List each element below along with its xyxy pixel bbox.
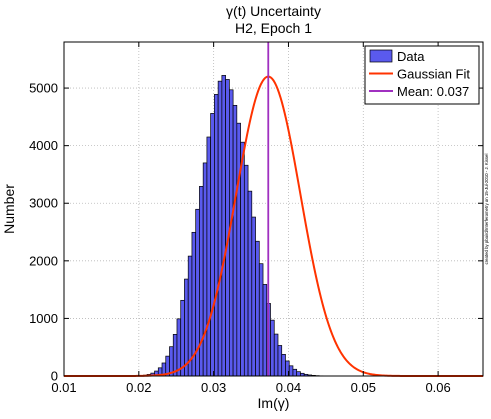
histogram-bar xyxy=(252,217,256,376)
histogram-bar xyxy=(226,79,230,376)
histogram-bar xyxy=(237,123,241,376)
histogram-bar xyxy=(289,366,293,376)
y-axis-label: Number xyxy=(1,184,17,234)
x-tick-label: 0.02 xyxy=(126,380,151,395)
histogram-bar xyxy=(218,81,222,376)
histogram-bar xyxy=(173,334,177,376)
x-tick-label: 0.03 xyxy=(201,380,226,395)
legend-label: Mean: 0.037 xyxy=(397,84,469,99)
y-tick-label: 0 xyxy=(51,369,58,384)
histogram-bar xyxy=(248,191,252,376)
histogram-bar xyxy=(297,372,301,376)
histogram-bar xyxy=(214,94,218,376)
y-tick-label: 2000 xyxy=(29,253,58,268)
histogram-bar xyxy=(259,264,263,376)
histogram-bar xyxy=(233,105,237,376)
histogram-bar xyxy=(241,142,245,376)
histogram-bar xyxy=(244,165,248,376)
y-tick-label: 4000 xyxy=(29,138,58,153)
histogram-bar xyxy=(181,300,185,376)
y-tick-label: 3000 xyxy=(29,196,58,211)
chart-title: γ(t) Uncertainty xyxy=(226,3,321,19)
legend-label: Data xyxy=(397,49,425,64)
y-tick-label: 5000 xyxy=(29,81,58,96)
x-tick-label: 0.04 xyxy=(276,380,301,395)
legend-swatch-data xyxy=(370,50,392,62)
legend: Data Gaussian Fit Mean: 0.037 xyxy=(365,46,479,104)
histogram-bar xyxy=(177,319,181,376)
histogram-bar xyxy=(207,137,211,376)
legend-label: Gaussian Fit xyxy=(397,67,470,82)
x-tick-label: 0.06 xyxy=(425,380,450,395)
histogram-bar xyxy=(222,75,226,376)
histogram-bar xyxy=(263,284,267,376)
histogram-bar xyxy=(278,345,282,376)
x-tick-label: 0.05 xyxy=(351,380,376,395)
histogram-bar xyxy=(203,163,207,376)
histogram-bar xyxy=(211,113,215,376)
side-note: created by pbaird/Interferometry on 15-J… xyxy=(484,154,489,265)
histogram-bar xyxy=(184,279,188,376)
histogram-bars xyxy=(128,75,330,376)
histogram-bar xyxy=(271,320,275,376)
histogram-bar xyxy=(256,241,260,376)
chart-subtitle: H2, Epoch 1 xyxy=(235,20,312,36)
x-axis-label: Im(γ) xyxy=(258,395,290,411)
histogram-bar xyxy=(293,369,297,376)
y-tick-label: 1000 xyxy=(29,311,58,326)
histogram-bar xyxy=(199,186,203,376)
histogram-bar xyxy=(282,354,286,376)
histogram-bar xyxy=(274,334,278,376)
